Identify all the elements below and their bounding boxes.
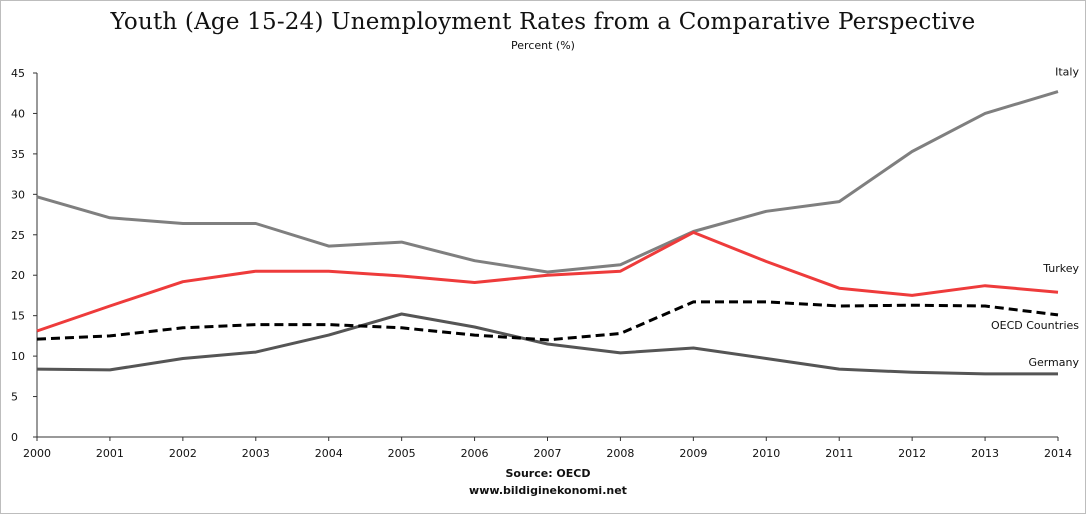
y-tick-label: 30 — [11, 188, 25, 201]
y-tick-label: 0 — [11, 431, 18, 444]
y-tick-label: 5 — [11, 391, 18, 404]
x-tick-label: 2010 — [752, 447, 780, 460]
y-tick-label: 15 — [11, 310, 25, 323]
y-tick-label: 40 — [11, 107, 25, 120]
x-tick-label: 2003 — [242, 447, 270, 460]
y-tick-label: 10 — [11, 350, 25, 363]
x-tick-label: 2008 — [606, 447, 634, 460]
x-tick-label: 2014 — [1044, 447, 1072, 460]
series-line-turkey — [36, 230, 1059, 333]
y-tick-label: 25 — [11, 229, 25, 242]
y-tick-label: 20 — [11, 269, 25, 282]
x-tick-label: 2000 — [23, 447, 51, 460]
chart-subtitle: Percent (%) — [511, 39, 575, 52]
x-tick-label: 2005 — [388, 447, 416, 460]
series-label-germany: Germany — [1028, 356, 1079, 369]
website-note: www.bildiginekonomi.net — [469, 484, 627, 497]
x-tick-label: 2006 — [461, 447, 489, 460]
y-tick-label: 45 — [11, 67, 25, 80]
x-tick-label: 2001 — [96, 447, 124, 460]
source-note: Source: OECD — [505, 467, 591, 480]
series-line-oecd-countries — [36, 300, 1059, 342]
series-label-turkey: Turkey — [1042, 262, 1079, 275]
series-label-italy: Italy — [1055, 66, 1079, 79]
x-tick-label: 2013 — [971, 447, 999, 460]
x-tick-label: 2009 — [679, 447, 707, 460]
x-tick-label: 2002 — [169, 447, 197, 460]
series-label-oecd-countries: OECD Countries — [991, 319, 1079, 332]
y-tick-label: 35 — [11, 148, 25, 161]
series-line-italy — [36, 90, 1059, 274]
series-line-germany — [36, 312, 1058, 376]
x-tick-label: 2007 — [534, 447, 562, 460]
x-tick-label: 2011 — [825, 447, 853, 460]
chart-title: Youth (Age 15-24) Unemployment Rates fro… — [110, 9, 976, 35]
x-tick-label: 2004 — [315, 447, 343, 460]
x-tick-label: 2012 — [898, 447, 926, 460]
